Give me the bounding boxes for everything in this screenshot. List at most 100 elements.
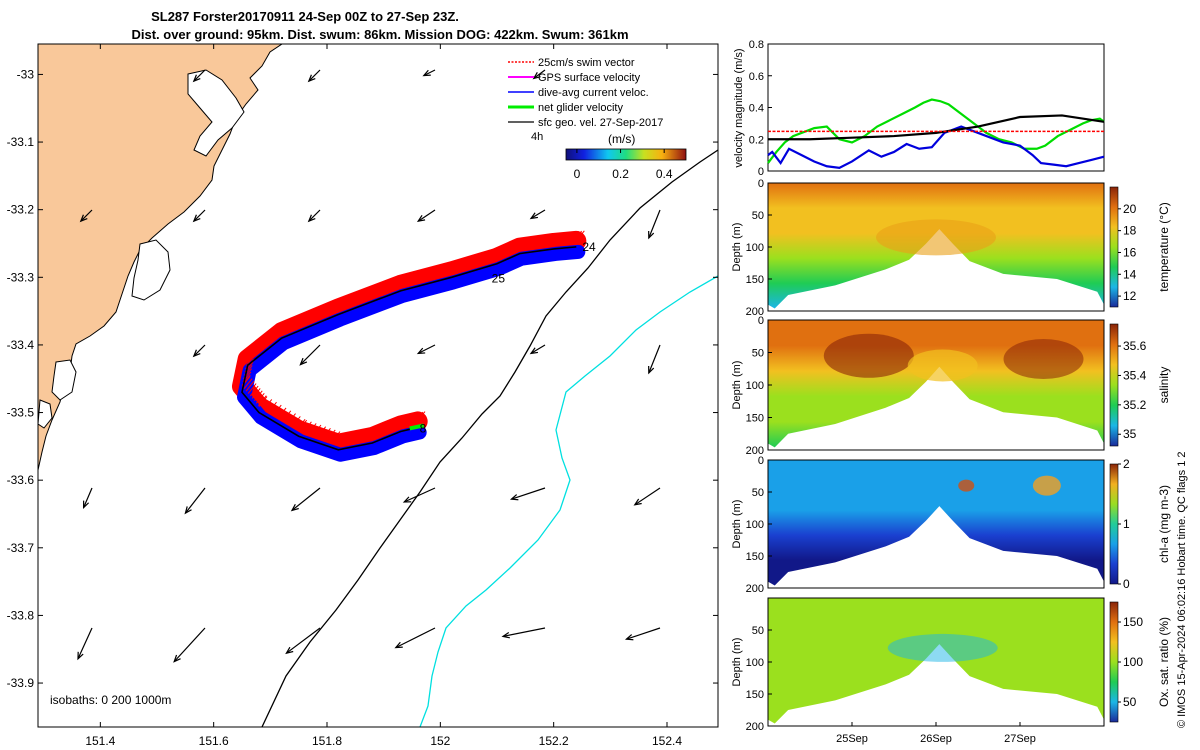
geo-arrow-head (307, 214, 316, 223)
swim-vector (355, 291, 365, 303)
time-tick-label: 26Sep (920, 733, 952, 745)
swim-vector (541, 234, 550, 245)
swim-vector (263, 399, 273, 410)
geo-arrow (417, 209, 436, 222)
geo-arrow (299, 344, 321, 366)
depth-tick-label: 200 (746, 721, 764, 733)
geo-arrow (626, 627, 661, 640)
swim-vector (256, 341, 266, 352)
chlorophyll-panel: 0 50 100 150 200 Depth (m) 0 1 2 chl-a (mg m-3) (731, 455, 1171, 595)
swim-vector (297, 315, 306, 326)
map-legend: 25cm/s swim vector GPS surface velocity … (508, 57, 687, 181)
swim-vector (378, 423, 388, 435)
swim-vector (400, 274, 410, 286)
swim-vector (395, 417, 405, 428)
swim-vector (354, 430, 364, 441)
swim-vector (570, 231, 580, 242)
swim-vector (273, 328, 282, 339)
swim-vector (559, 232, 569, 243)
geo-arrow-head (422, 69, 431, 77)
colorbar-tick-label: 0.4 (656, 167, 673, 181)
swim-vector (268, 401, 277, 413)
swim-vector (291, 416, 301, 427)
swim-vector (253, 390, 263, 402)
geo-arrow-head (394, 641, 403, 649)
swim-vector (281, 321, 291, 333)
time-tick-label: 27Sep (1004, 733, 1036, 745)
map-axes: 151.4 151.6 151.8 152 152.2 152.4 -33 -33.1 -33.… (7, 44, 718, 748)
chl-maximum-patch (1032, 475, 1061, 496)
geo-arrow-head (307, 74, 316, 83)
swim-vector (402, 414, 412, 426)
dive-avg-current-line (767, 125, 1105, 169)
depth-tick-label: 200 (746, 583, 764, 595)
swim-vector (382, 422, 391, 434)
swim-vector (474, 253, 484, 265)
isobath-1000m (419, 275, 718, 727)
surface-geostrophic-arrows (77, 69, 661, 663)
warm-core-feature (876, 219, 996, 256)
swim-vector (453, 260, 462, 272)
isobath-200m (261, 149, 718, 727)
oxygen-low-patch (887, 633, 998, 662)
vel-y-tick-label: 0 (758, 166, 764, 178)
swim-vector (366, 427, 376, 439)
depth-tick-label: 100 (746, 380, 764, 392)
depth-tick-label: 50 (752, 348, 764, 360)
swim-vector (463, 257, 473, 268)
swim-vector (310, 309, 320, 321)
swim-vector (347, 294, 357, 306)
vel-y-tick-label: 0.4 (749, 103, 764, 115)
swim-vector (298, 419, 308, 431)
colorbar-label: temperature (°C) (1157, 202, 1171, 292)
depth-tick-label: 200 (746, 306, 764, 318)
swim-vector (491, 249, 500, 260)
geo-arrow (530, 209, 546, 219)
copyright-note: © IMOS 15-Apr-2024 06:02:16 Hobart time.… (1176, 451, 1188, 728)
map-y-tick-label: -33.7 (7, 541, 35, 555)
geo-arrow (511, 487, 546, 500)
map-x-tick-label: 151.6 (199, 734, 229, 748)
high-salinity-core (1003, 339, 1084, 379)
depth-tick-label: 50 (752, 625, 764, 637)
geo-arrow-head (402, 496, 412, 503)
map-y-tick-label: -33.4 (7, 338, 35, 352)
swim-vector (392, 418, 402, 430)
swim-vector (317, 306, 327, 318)
swim-vector (269, 331, 278, 343)
swim-vector (439, 264, 448, 275)
geo-arrow-head (529, 212, 539, 220)
colorbar-tick-label: 20 (1123, 202, 1137, 216)
geo-arrow (530, 344, 546, 354)
glider-track: 24 25 8 (232, 230, 596, 462)
swim-vector (426, 267, 436, 279)
swim-vector (336, 432, 346, 444)
vel-y-tick-label: 0.6 (749, 71, 764, 83)
depth-axis-label: Depth (m) (731, 361, 743, 410)
depth-tick-label: 200 (746, 445, 764, 457)
legend-sfc-geo: sfc geo. vel. 27-Sep-2017 (538, 117, 663, 129)
map-y-tick-label: -33.6 (7, 473, 35, 487)
swim-vector (445, 262, 454, 274)
legend-net: net glider velocity (538, 102, 623, 114)
swim-vector (264, 334, 274, 346)
swim-vector (371, 426, 381, 438)
geo-arrow-head (501, 631, 510, 639)
track-label-25: 25 (492, 271, 506, 285)
colorbar-tick-label: 50 (1123, 695, 1137, 709)
colorbar-tick-label: 0 (1123, 577, 1130, 591)
swim-vector (362, 288, 372, 300)
swim-vector (554, 232, 563, 244)
swim-vector (414, 411, 424, 423)
swim-vector (505, 243, 515, 255)
geo-arrow (173, 627, 206, 663)
map-y-tick-label: -33.5 (7, 406, 35, 420)
swim-vector (307, 423, 317, 434)
depth-tick-label: 100 (746, 242, 764, 254)
depth-tick-label: 0 (758, 455, 764, 467)
map-y-tick-label: -33.9 (7, 676, 35, 690)
swim-vector (246, 352, 256, 363)
heatmap-data-region (768, 598, 1104, 724)
geo-arrow (395, 627, 436, 649)
